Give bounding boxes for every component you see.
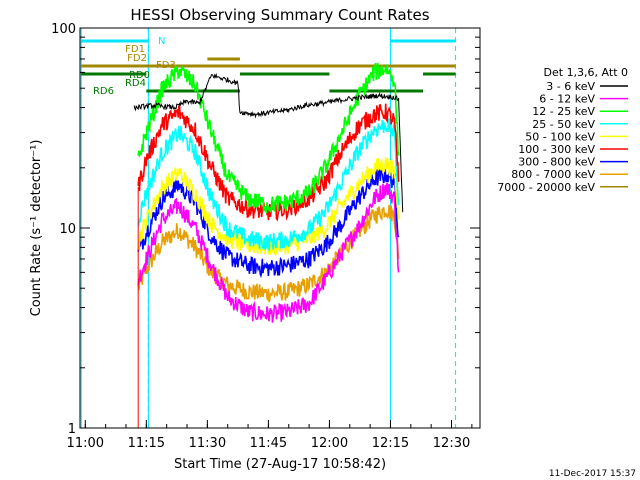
footer-date: 11-Dec-2017 15:37 [549, 469, 636, 479]
annotation-fd3: FD3 [156, 60, 176, 71]
x-tick-label: 11:30 [189, 436, 226, 451]
x-tick-label: 11:15 [128, 436, 165, 451]
chart-title: HESSI Observing Summary Count Rates [130, 6, 429, 24]
annotation-rd4: RD4 [125, 78, 146, 89]
legend-entry-label: 300 - 800 keV [518, 156, 595, 169]
legend-entry-label: 3 - 6 keV [546, 80, 595, 93]
annotation-fd2: FD2 [127, 53, 147, 64]
annotation-n: N [158, 36, 165, 47]
observing-bars [80, 28, 457, 428]
annotation-fd1: FD1 [125, 44, 145, 55]
x-tick-label: 11:00 [67, 436, 104, 451]
y-axis-ticks: 1 10 100 [51, 22, 480, 437]
series-line-3 [137, 118, 400, 251]
series-line-2 [137, 62, 400, 215]
legend-entry-label: 12 - 25 keV [532, 105, 595, 118]
y-tick-label: 100 [51, 22, 76, 37]
y-axis-label: Count Rate (s⁻¹ detector⁻¹) [29, 140, 44, 317]
series-line-4 [137, 157, 400, 257]
x-tick-label: 12:00 [311, 436, 348, 451]
y-tick-label: 1 [68, 422, 76, 437]
series-line-7 [137, 204, 400, 303]
legend-title: Det 1,3,6, Att 0 [544, 66, 628, 79]
x-tick-label: 12:30 [433, 436, 470, 451]
x-tick-label: 12:15 [372, 436, 409, 451]
annotation-rd6: RD6 [93, 86, 114, 97]
legend-entry-label: 50 - 100 keV [525, 130, 595, 143]
series-line-1 [137, 182, 400, 323]
legend-entry-label: 25 - 50 keV [532, 118, 595, 131]
legend-entry-label: 100 - 300 keV [518, 143, 595, 156]
legend-entry-label: 6 - 12 keV [539, 93, 595, 106]
annotation-rd0: RD0 [129, 70, 150, 81]
x-axis-ticks: 11:00 11:15 11:30 11:45 12:00 12:15 12:30 [67, 420, 473, 451]
series-line-0 [133, 72, 404, 213]
legend-entry-label: 7000 - 20000 keV [497, 181, 595, 194]
y-tick-label: 10 [59, 222, 76, 237]
x-tick-label: 11:45 [250, 436, 287, 451]
x-axis-label: Start Time (27-Aug-17 10:58:42) [174, 457, 386, 472]
series-line-5 [137, 103, 400, 222]
series-line-6 [137, 166, 400, 279]
series-group [133, 62, 404, 428]
legend-entry-label: 800 - 7000 keV [511, 168, 595, 181]
